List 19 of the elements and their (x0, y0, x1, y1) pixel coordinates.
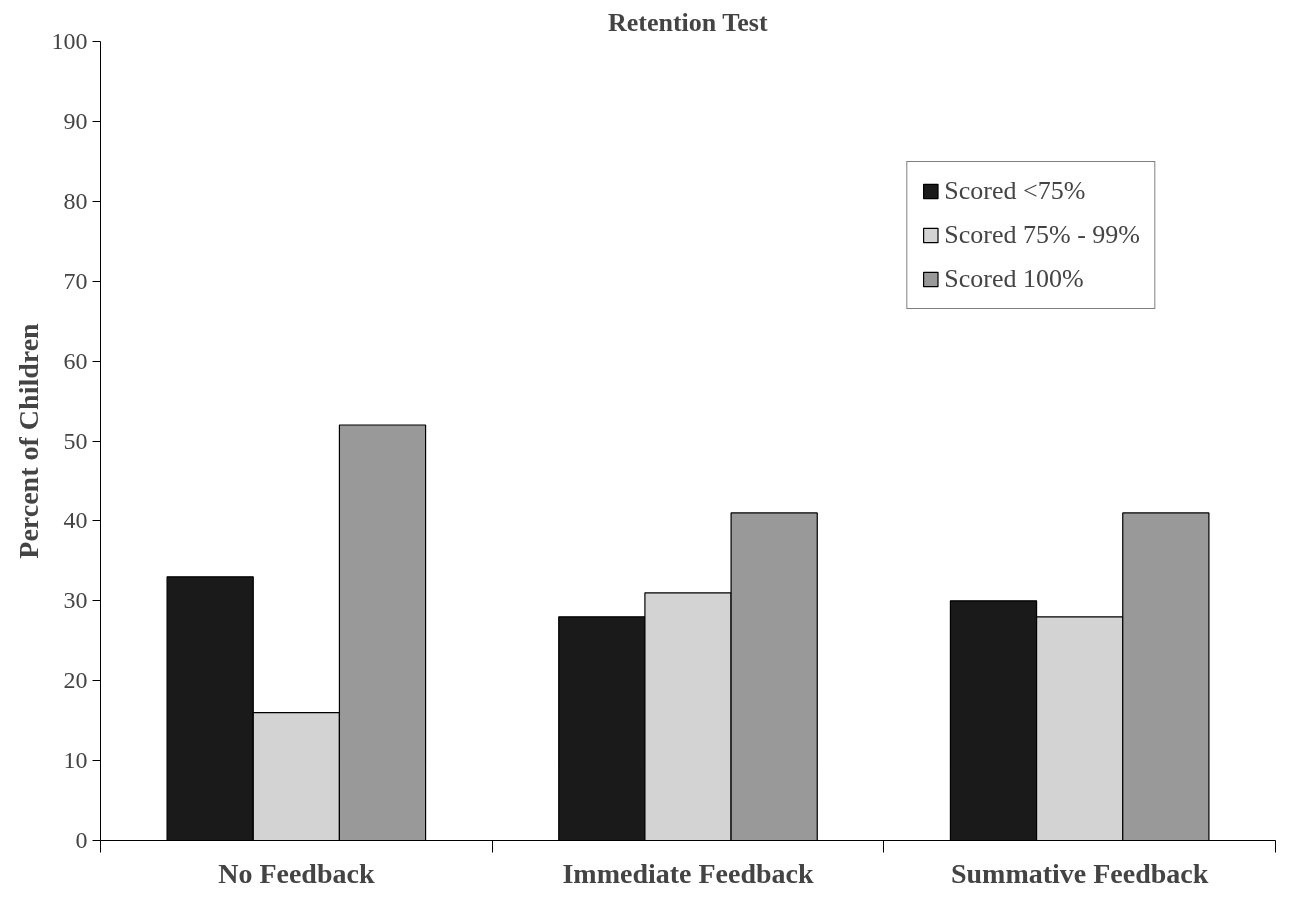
y-tick-label: 60 (63, 347, 88, 374)
y-axis-title: Percent of Children (12, 322, 44, 559)
legend-label: Scored 75% - 99% (944, 220, 1140, 250)
y-tick-label: 100 (51, 28, 88, 54)
y-tick-label: 50 (63, 427, 88, 454)
y-tick-label: 0 (75, 827, 88, 853)
x-tick-label: No Feedback (218, 857, 375, 889)
x-tick-label: Summative Feedback (950, 857, 1209, 889)
legend-label: Scored <75% (944, 176, 1086, 206)
y-tick-label: 90 (63, 107, 88, 134)
y-tick-label: 10 (63, 747, 88, 774)
y-tick-label: 80 (63, 187, 88, 214)
y-tick-label: 30 (63, 587, 88, 614)
y-tick-label: 40 (63, 507, 88, 534)
chart-title: Retention Test (607, 7, 768, 37)
y-tick-label: 70 (63, 267, 88, 294)
legend-label: Scored 100% (944, 264, 1084, 294)
x-tick-label: Immediate Feedback (562, 857, 815, 889)
y-tick-label: 20 (63, 667, 88, 694)
